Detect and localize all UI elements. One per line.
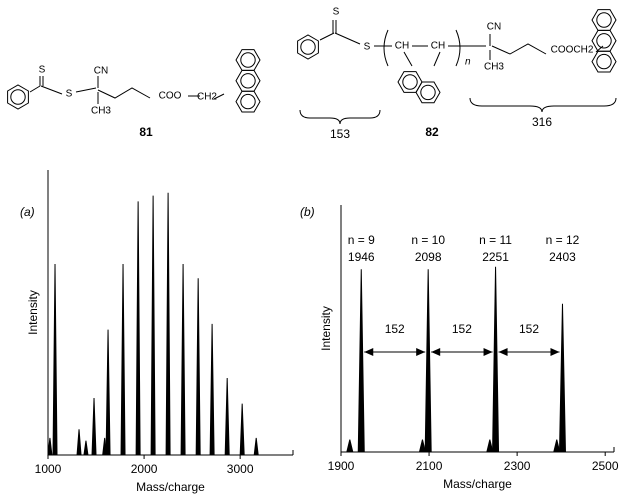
peak — [180, 264, 186, 456]
compound-label: 82 — [425, 125, 439, 139]
spacing-label: 152 — [385, 322, 405, 336]
peak — [150, 195, 156, 456]
ring-inner — [402, 74, 418, 90]
annotation-mass: 2251 — [482, 250, 509, 264]
ring — [415, 81, 441, 104]
atom: CH3 — [484, 62, 504, 73]
ring-inner — [596, 33, 612, 49]
peak — [195, 278, 201, 456]
peak — [424, 269, 432, 453]
peak — [165, 192, 171, 456]
peak — [91, 397, 97, 456]
peak — [47, 437, 53, 456]
y-axis-label: Intensity — [319, 306, 333, 351]
peak — [492, 266, 500, 453]
atom: S — [333, 7, 340, 18]
atom: CH3 — [91, 106, 111, 117]
spacing-label: 152 — [452, 322, 472, 336]
compound-label: 81 — [139, 125, 153, 139]
atom: S — [364, 42, 371, 53]
bracket — [383, 29, 461, 67]
peak — [418, 439, 427, 453]
peak — [357, 269, 365, 453]
x-tick-label: 2100 — [416, 459, 443, 473]
ring — [7, 84, 29, 110]
ring — [591, 50, 617, 73]
ring-inner — [596, 53, 612, 70]
peak — [558, 303, 566, 453]
ring-inner — [240, 73, 256, 89]
atom: COO — [159, 91, 182, 102]
fragment-mass: 153 — [330, 127, 350, 141]
peak — [209, 323, 215, 456]
ring-inner — [300, 39, 316, 55]
ring-inner — [596, 12, 612, 28]
atom: CH2 — [197, 92, 217, 103]
ring-inner — [420, 84, 436, 101]
chemical-structures: S S CN CH3 COO CH2 81 S S CH CH n CN CH3… — [7, 7, 617, 141]
peak — [553, 439, 561, 453]
peak — [486, 439, 494, 453]
atom: CN — [94, 66, 108, 77]
atom: n — [465, 57, 471, 68]
annotation-mass: 2403 — [549, 250, 576, 264]
brace — [299, 97, 617, 125]
x-tick-label: 3000 — [227, 462, 254, 476]
peak — [52, 264, 58, 456]
x-axis-label: Mass/charge — [136, 480, 205, 494]
x-axis-label: Mass/charge — [443, 477, 512, 491]
x-tick-label: 1000 — [35, 462, 62, 476]
peak — [135, 201, 141, 456]
annotation-mass: 2098 — [415, 250, 442, 264]
ring — [297, 34, 319, 60]
peak — [346, 439, 354, 453]
peak — [224, 378, 230, 456]
bond — [29, 76, 225, 104]
x-tick-label: 2300 — [504, 459, 531, 473]
ring-inner — [240, 52, 256, 68]
ring-inner — [240, 93, 256, 110]
spacing-label: 152 — [519, 322, 539, 336]
annotation: n = 9 — [348, 233, 375, 247]
annotation: n = 10 — [411, 233, 445, 247]
atom: COOCH2 — [551, 45, 594, 56]
bond — [319, 20, 604, 67]
atom: S — [39, 65, 46, 76]
fragment-mass: 316 — [532, 115, 552, 129]
atom: CH — [395, 41, 409, 52]
x-tick-label: 2500 — [592, 459, 619, 473]
panel-label: (b) — [300, 205, 315, 219]
atom: S — [66, 89, 73, 100]
atom: CN — [487, 22, 501, 33]
ring — [235, 90, 261, 113]
peak — [76, 429, 82, 456]
peak — [105, 329, 111, 456]
panel-label: (a) — [20, 205, 35, 219]
y-axis-label: Intensity — [26, 290, 40, 335]
ring-inner — [10, 89, 26, 105]
peak — [253, 437, 259, 456]
atom: CH — [431, 41, 445, 52]
annotation: n = 12 — [546, 233, 580, 247]
x-tick-label: 2000 — [131, 462, 158, 476]
annotation: n = 11 — [479, 233, 512, 247]
peak — [120, 264, 126, 456]
peak — [83, 440, 89, 456]
x-tick-label: 1900 — [328, 459, 355, 473]
annotation-mass: 1946 — [348, 250, 375, 264]
peak — [239, 403, 245, 456]
